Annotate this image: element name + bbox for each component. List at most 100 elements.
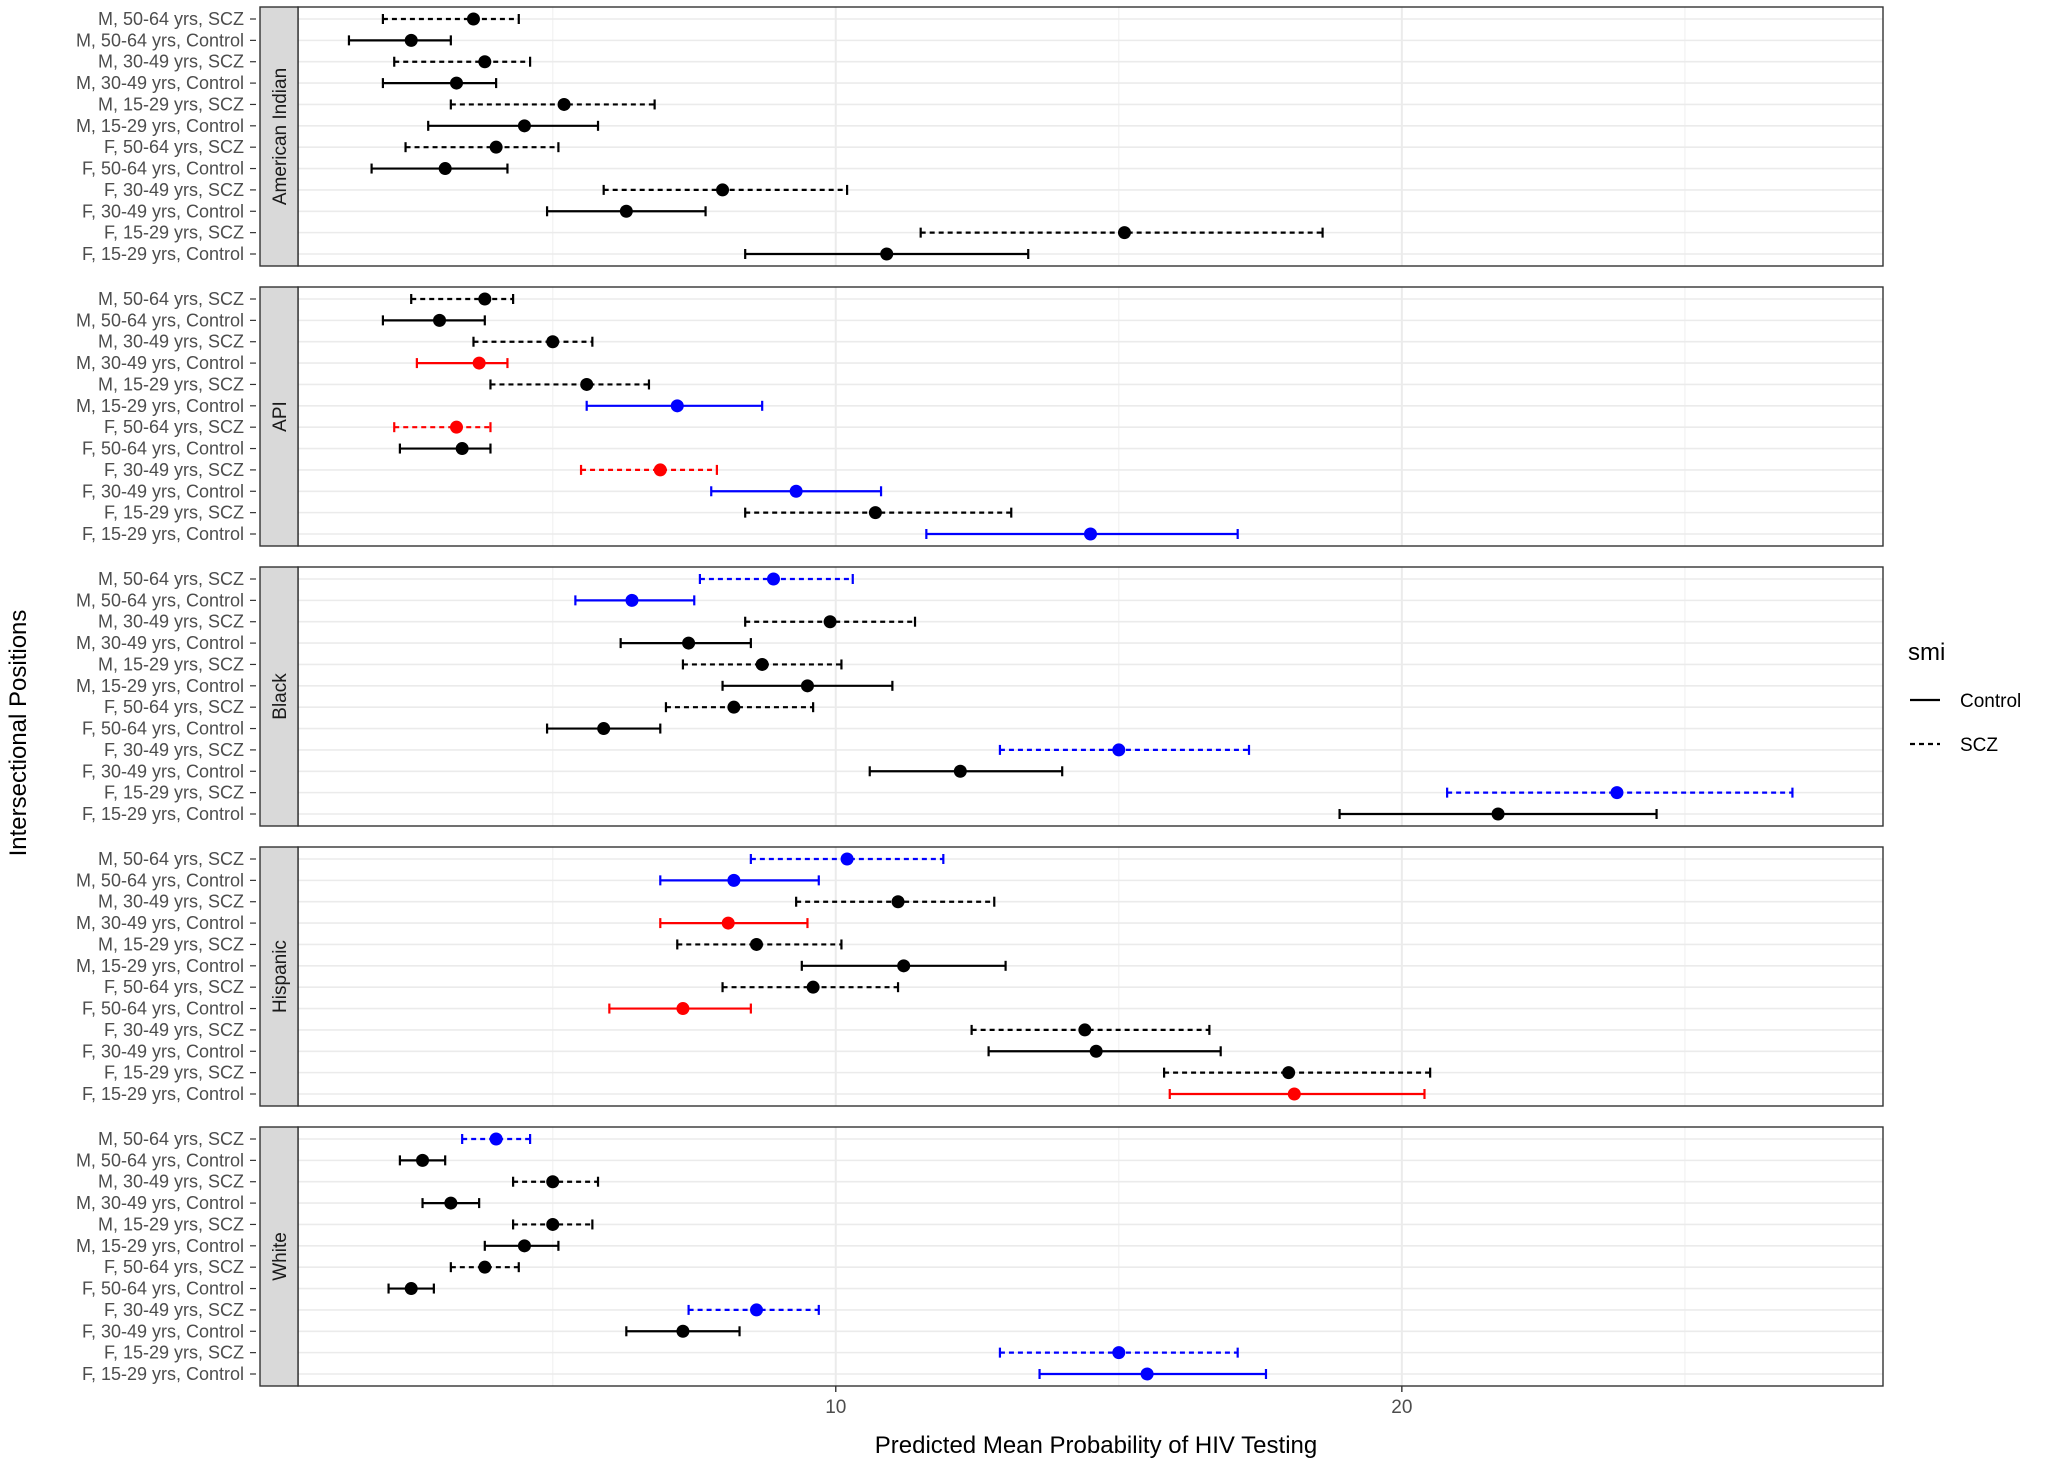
estimate-m-15-29-yrs-control	[483, 1239, 560, 1253]
point-estimate	[489, 140, 503, 154]
estimate-m-30-49-yrs-scz	[472, 335, 594, 349]
point-estimate	[750, 1303, 764, 1317]
point-estimate	[517, 1239, 531, 1253]
estimate-f-50-64-yrs-control	[398, 442, 492, 456]
estimate-f-30-49-yrs-scz	[970, 1023, 1211, 1037]
y-tick-label: F, 50-64 yrs, Control	[82, 439, 244, 459]
y-tick-label: M, 15-29 yrs, Control	[76, 116, 244, 136]
estimate-m-50-64-yrs-scz	[381, 12, 520, 26]
y-tick-label: M, 50-64 yrs, SCZ	[98, 849, 244, 869]
facet-strip-label: Black	[270, 673, 291, 720]
estimate-f-50-64-yrs-scz	[393, 420, 492, 434]
point-estimate	[450, 76, 463, 90]
point-estimate	[840, 852, 854, 866]
point-estimate	[404, 33, 418, 47]
y-tick-label: F, 15-29 yrs, Control	[82, 524, 244, 544]
y-tick-label: F, 15-29 yrs, SCZ	[104, 223, 244, 243]
estimate-f-15-29-yrs-scz	[744, 506, 1013, 520]
estimate-f-50-64-yrs-control	[387, 1282, 435, 1296]
y-tick-label: M, 15-29 yrs, Control	[76, 396, 244, 416]
y-tick-label: F, 15-29 yrs, SCZ	[104, 1063, 244, 1083]
point-estimate	[953, 764, 967, 778]
y-tick-label: F, 30-49 yrs, Control	[82, 201, 244, 221]
estimate-m-50-64-yrs-control	[398, 1153, 447, 1167]
point-estimate	[1117, 226, 1131, 240]
estimate-m-15-29-yrs-control	[721, 679, 894, 693]
estimate-f-15-29-yrs-scz	[998, 1346, 1239, 1360]
estimate-f-15-29-yrs-scz	[919, 226, 1324, 240]
estimate-m-30-49-yrs-control	[381, 76, 498, 90]
estimate-m-15-29-yrs-scz	[449, 97, 656, 111]
facet-strip-label: Hispanic	[270, 940, 291, 1013]
estimate-f-30-49-yrs-control	[868, 764, 1064, 778]
estimate-m-15-29-yrs-control	[585, 399, 764, 413]
estimate-m-30-49-yrs-control	[659, 916, 809, 930]
y-tick-label: F, 15-29 yrs, SCZ	[104, 783, 244, 803]
point-estimate	[727, 873, 741, 887]
facet-strip-label: White	[270, 1232, 291, 1281]
point-estimate	[517, 119, 531, 133]
estimate-f-15-29-yrs-scz	[1162, 1066, 1432, 1080]
point-estimate	[653, 463, 667, 477]
y-tick-label: M, 50-64 yrs, SCZ	[98, 569, 244, 589]
y-tick-label: F, 30-49 yrs, SCZ	[104, 1020, 244, 1040]
estimate-f-50-64-yrs-control	[370, 162, 509, 176]
estimate-m-30-49-yrs-scz	[795, 895, 996, 909]
y-tick-label: F, 30-49 yrs, Control	[82, 1321, 244, 1341]
y-tick-label: F, 50-64 yrs, Control	[82, 159, 244, 179]
y-tick-label: M, 50-64 yrs, Control	[76, 1150, 244, 1170]
point-estimate	[1112, 743, 1126, 757]
estimate-m-30-49-yrs-scz	[744, 615, 917, 629]
y-tick-label: F, 15-29 yrs, Control	[82, 1364, 244, 1384]
y-tick-label: M, 30-49 yrs, SCZ	[98, 612, 244, 632]
y-tick-label: M, 50-64 yrs, Control	[76, 30, 244, 50]
point-estimate	[800, 679, 814, 693]
y-tick-label: M, 15-29 yrs, SCZ	[98, 934, 244, 954]
y-tick-label: M, 15-29 yrs, SCZ	[98, 1214, 244, 1234]
point-estimate	[557, 97, 571, 111]
estimate-m-50-64-yrs-control	[659, 873, 820, 887]
point-estimate	[619, 204, 633, 218]
estimate-m-15-29-yrs-scz	[681, 657, 843, 671]
point-estimate	[625, 593, 639, 607]
point-estimate	[1491, 807, 1505, 821]
estimate-f-50-64-yrs-scz	[449, 1260, 520, 1274]
estimate-f-50-64-yrs-control	[608, 1002, 752, 1016]
estimate-m-50-64-yrs-scz	[749, 852, 945, 866]
y-tick-label: M, 15-29 yrs, Control	[76, 676, 244, 696]
point-estimate	[444, 1196, 458, 1210]
facet-strip	[259, 286, 299, 547]
y-tick-label: M, 15-29 yrs, Control	[76, 1236, 244, 1256]
y-tick-label: F, 15-29 yrs, Control	[82, 804, 244, 824]
estimate-m-50-64-yrs-scz	[410, 292, 515, 306]
y-tick-label: M, 30-49 yrs, Control	[76, 73, 244, 93]
point-estimate	[450, 420, 463, 434]
estimate-m-15-29-yrs-scz	[676, 937, 843, 951]
estimate-m-15-29-yrs-control	[800, 959, 1007, 973]
y-tick-label: F, 30-49 yrs, SCZ	[104, 460, 244, 480]
y-tick-label: M, 30-49 yrs, Control	[76, 633, 244, 653]
y-tick-label: F, 50-64 yrs, Control	[82, 999, 244, 1019]
estimate-m-50-64-yrs-control	[347, 33, 452, 47]
point-estimate	[478, 1260, 492, 1274]
estimate-f-30-49-yrs-control	[710, 484, 883, 498]
y-tick-label: F, 15-29 yrs, Control	[82, 1084, 244, 1104]
point-estimate	[416, 1153, 430, 1167]
point-estimate	[670, 399, 684, 413]
y-tick-label: M, 30-49 yrs, SCZ	[98, 1172, 244, 1192]
estimate-m-50-64-yrs-scz	[698, 572, 854, 586]
y-tick-label: M, 50-64 yrs, SCZ	[98, 289, 244, 309]
panel-background	[298, 7, 1883, 266]
panel-background	[298, 1127, 1883, 1386]
legend-title: smi	[1908, 639, 1945, 666]
point-estimate	[897, 959, 911, 973]
y-tick-label: M, 50-64 yrs, Control	[76, 310, 244, 330]
y-tick-label: F, 50-64 yrs, SCZ	[104, 137, 244, 157]
y-tick-label: F, 50-64 yrs, SCZ	[104, 417, 244, 437]
estimate-f-15-29-yrs-control	[744, 247, 1030, 261]
panel-background	[298, 287, 1883, 546]
point-estimate	[433, 313, 447, 327]
